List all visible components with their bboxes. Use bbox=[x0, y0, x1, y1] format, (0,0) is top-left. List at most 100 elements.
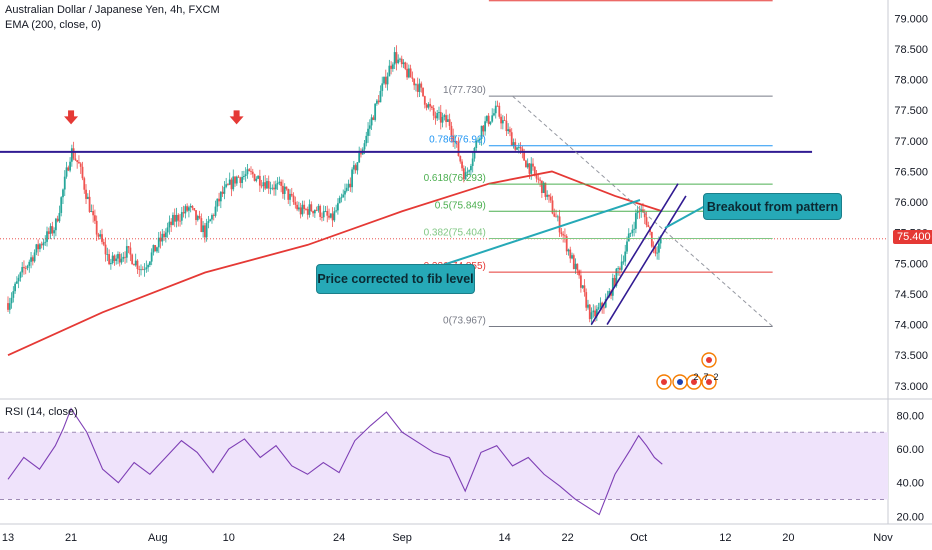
candle-body bbox=[564, 235, 566, 237]
candle-body bbox=[500, 116, 502, 124]
candle-body bbox=[157, 237, 160, 248]
time-tick-label: 22 bbox=[562, 532, 574, 544]
candle-body bbox=[164, 232, 167, 238]
candle-body bbox=[535, 173, 538, 179]
candle-body bbox=[227, 184, 229, 186]
candle-body bbox=[113, 255, 116, 261]
candle-body bbox=[170, 221, 173, 225]
candle-body bbox=[324, 211, 327, 212]
candle-body bbox=[587, 304, 589, 308]
price-tick-label: 73.500 bbox=[894, 350, 928, 362]
candle-body bbox=[331, 213, 334, 221]
candle-body bbox=[539, 179, 541, 181]
price-tick-label: 75.000 bbox=[894, 258, 928, 270]
candle-body bbox=[207, 221, 210, 223]
candle-body bbox=[65, 167, 68, 177]
candle-body bbox=[54, 218, 57, 231]
candle-body bbox=[111, 255, 114, 264]
candle-body bbox=[242, 176, 245, 177]
time-tick-label: Sep bbox=[392, 532, 412, 544]
candle-body bbox=[455, 141, 458, 143]
candle-body bbox=[255, 178, 258, 181]
candle-body bbox=[652, 246, 655, 248]
candle-body bbox=[134, 260, 137, 266]
candle-body bbox=[102, 241, 105, 245]
candle-body bbox=[287, 188, 290, 200]
candle-body bbox=[565, 236, 568, 252]
candle-body bbox=[143, 269, 146, 270]
candle-body bbox=[60, 197, 63, 213]
candle-body bbox=[280, 181, 283, 186]
candle-body bbox=[97, 234, 100, 237]
candle-body bbox=[503, 120, 506, 121]
price-tick-label: 76.500 bbox=[894, 166, 928, 178]
time-tick-label: 24 bbox=[333, 532, 345, 544]
fib-callout: Price corrected to fib level bbox=[316, 264, 475, 294]
candle-body bbox=[384, 76, 387, 85]
candle-body bbox=[540, 180, 543, 193]
candle-body bbox=[67, 167, 70, 171]
candle-body bbox=[26, 265, 29, 269]
fib-level-label: 0.786(76.92) bbox=[429, 135, 486, 146]
candle-body bbox=[658, 243, 660, 253]
candle-body bbox=[338, 197, 341, 204]
candle-body bbox=[246, 169, 249, 175]
candle-body bbox=[604, 298, 607, 308]
candle-body bbox=[560, 232, 563, 235]
candle-body bbox=[482, 125, 485, 132]
candle-body bbox=[69, 161, 71, 171]
price-tick-label: 78.000 bbox=[894, 75, 928, 87]
candle-body bbox=[42, 242, 45, 246]
candle-body bbox=[257, 175, 259, 179]
candle-body bbox=[656, 252, 659, 254]
candle-body bbox=[379, 90, 382, 103]
candle-body bbox=[443, 115, 446, 117]
candle-body bbox=[86, 196, 89, 199]
candle-body bbox=[592, 310, 595, 313]
time-tick-label: 12 bbox=[719, 532, 731, 544]
candle-body bbox=[308, 204, 311, 215]
candle-body bbox=[145, 267, 148, 270]
candle-body bbox=[313, 209, 316, 214]
candle-body bbox=[180, 212, 183, 221]
candle-body bbox=[182, 212, 185, 214]
candle-body bbox=[24, 268, 27, 269]
dashed-trend-line bbox=[512, 95, 773, 327]
candle-body bbox=[634, 213, 637, 229]
candle-body bbox=[85, 189, 87, 199]
candle-body bbox=[225, 184, 228, 187]
candle-body bbox=[196, 215, 199, 220]
candle-body bbox=[154, 245, 157, 252]
fib-level-label: 1(77.730) bbox=[443, 85, 486, 96]
time-tick-label: 20 bbox=[782, 532, 794, 544]
candle-body bbox=[452, 135, 455, 143]
candle-body bbox=[74, 158, 77, 161]
candle-body bbox=[368, 125, 371, 129]
rsi-line bbox=[7, 407, 663, 516]
candle-body bbox=[131, 254, 134, 265]
candle-body bbox=[642, 209, 644, 213]
candle-body bbox=[299, 207, 302, 215]
candle-body bbox=[138, 269, 141, 270]
candle-body bbox=[83, 178, 86, 190]
candle-body bbox=[659, 236, 662, 244]
candle-body bbox=[365, 135, 368, 144]
candle-body bbox=[161, 233, 164, 242]
candle-body bbox=[418, 83, 421, 92]
time-tick-label: Aug bbox=[148, 532, 168, 544]
candle-body bbox=[248, 169, 251, 172]
candle-body bbox=[296, 204, 299, 210]
candle-body bbox=[108, 254, 110, 265]
candle-body bbox=[90, 211, 93, 212]
candle-body bbox=[81, 166, 84, 179]
candle-body bbox=[484, 121, 487, 132]
candle-body bbox=[319, 205, 322, 217]
candle-body bbox=[367, 128, 369, 136]
candle-body bbox=[654, 247, 657, 254]
candle-body bbox=[532, 163, 534, 167]
candle-body bbox=[228, 179, 231, 185]
candle-body bbox=[360, 152, 362, 155]
candle-body bbox=[141, 269, 144, 271]
